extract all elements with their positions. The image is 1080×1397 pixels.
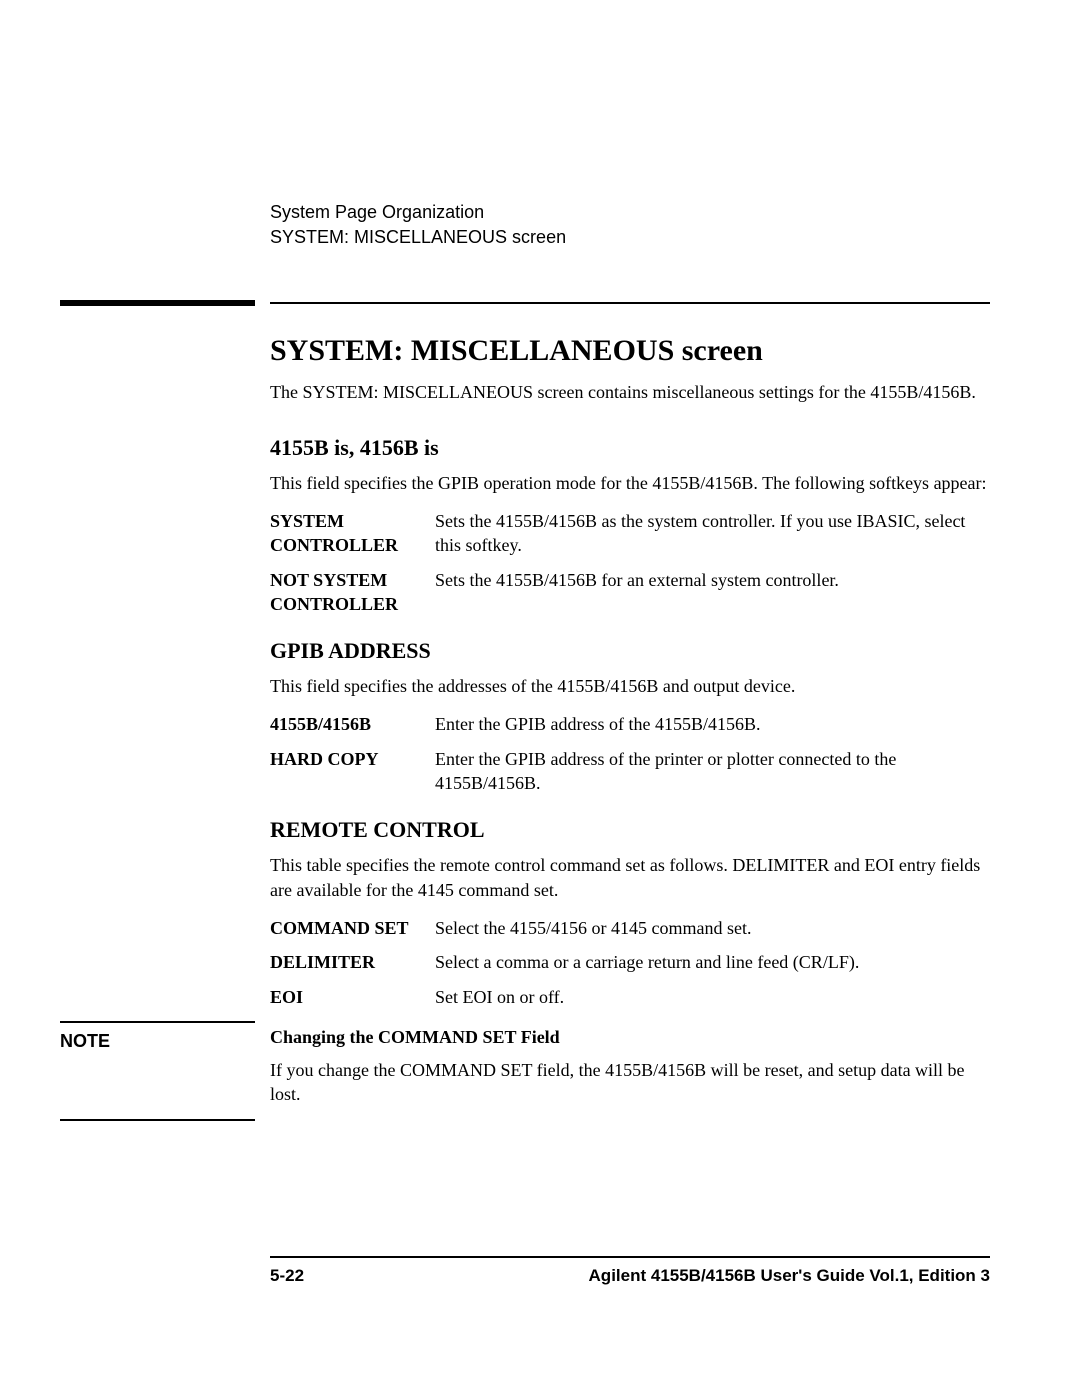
term-line-2: CONTROLLER xyxy=(270,592,435,616)
note-block: NOTE Changing the COMMAND SET Field If y… xyxy=(90,1027,990,1107)
page-header: System Page Organization SYSTEM: MISCELL… xyxy=(270,200,990,250)
def-desc: Enter the GPIB address of the printer or… xyxy=(435,747,990,796)
section-body-remote: This table specifies the remote control … xyxy=(270,853,990,902)
note-rule-bottom xyxy=(60,1119,255,1121)
header-line-2: SYSTEM: MISCELLANEOUS screen xyxy=(270,225,990,250)
def-term: NOT SYSTEM CONTROLLER xyxy=(270,568,435,617)
section-title-gpib: GPIB ADDRESS xyxy=(270,638,990,664)
term-line-1: NOT SYSTEM xyxy=(270,568,435,592)
section-divider xyxy=(90,300,990,306)
def-row-hardcopy: HARD COPY Enter the GPIB address of the … xyxy=(270,747,990,796)
def-row-not-system-controller: NOT SYSTEM CONTROLLER Sets the 4155B/415… xyxy=(270,568,990,617)
def-row-4155b4156b: 4155B/4156B Enter the GPIB address of th… xyxy=(270,712,990,736)
page-footer: 5-22 Agilent 4155B/4156B User's Guide Vo… xyxy=(270,1258,990,1286)
note-content: Changing the COMMAND SET Field If you ch… xyxy=(270,1027,990,1107)
def-desc: Enter the GPIB address of the 4155B/4156… xyxy=(435,712,990,736)
term-line-1: SYSTEM xyxy=(270,509,435,533)
page-number: 5-22 xyxy=(270,1266,304,1286)
term-line-2: CONTROLLER xyxy=(270,533,435,557)
def-desc: Sets the 4155B/4156B as the system contr… xyxy=(435,509,990,558)
def-term: DELIMITER xyxy=(270,950,435,974)
footer-title: Agilent 4155B/4156B User's Guide Vol.1, … xyxy=(589,1266,990,1286)
header-line-1: System Page Organization xyxy=(270,200,990,225)
main-content: SYSTEM: MISCELLANEOUS screen The SYSTEM:… xyxy=(270,334,990,1008)
def-term: SYSTEM CONTROLLER xyxy=(270,509,435,558)
note-label: NOTE xyxy=(60,1031,110,1052)
def-term: HARD COPY xyxy=(270,747,435,796)
def-desc: Select a comma or a carriage return and … xyxy=(435,950,990,974)
def-desc: Sets the 4155B/4156B for an external sys… xyxy=(435,568,990,617)
def-row-delimiter: DELIMITER Select a comma or a carriage r… xyxy=(270,950,990,974)
note-body: If you change the COMMAND SET field, the… xyxy=(270,1058,990,1107)
page-title: SYSTEM: MISCELLANEOUS screen xyxy=(270,334,990,368)
def-desc: Select the 4155/4156 or 4145 command set… xyxy=(435,916,990,940)
def-desc: Set EOI on or off. xyxy=(435,985,990,1009)
note-title: Changing the COMMAND SET Field xyxy=(270,1027,990,1048)
section-body-gpib: This field specifies the addresses of th… xyxy=(270,674,990,698)
divider-right-thin xyxy=(270,302,990,304)
def-row-commandset: COMMAND SET Select the 4155/4156 or 4145… xyxy=(270,916,990,940)
def-row-eoi: EOI Set EOI on or off. xyxy=(270,985,990,1009)
section-title-modes: 4155B is, 4156B is xyxy=(270,435,990,461)
def-term: 4155B/4156B xyxy=(270,712,435,736)
note-rule-top xyxy=(60,1021,255,1023)
intro-paragraph: The SYSTEM: MISCELLANEOUS screen contain… xyxy=(270,380,990,404)
section-title-remote: REMOTE CONTROL xyxy=(270,817,990,843)
document-page: System Page Organization SYSTEM: MISCELL… xyxy=(0,0,1080,1346)
def-term: EOI xyxy=(270,985,435,1009)
def-term: COMMAND SET xyxy=(270,916,435,940)
divider-left-thick xyxy=(60,300,255,306)
section-body-modes: This field specifies the GPIB operation … xyxy=(270,471,990,495)
def-row-system-controller: SYSTEM CONTROLLER Sets the 4155B/4156B a… xyxy=(270,509,990,558)
